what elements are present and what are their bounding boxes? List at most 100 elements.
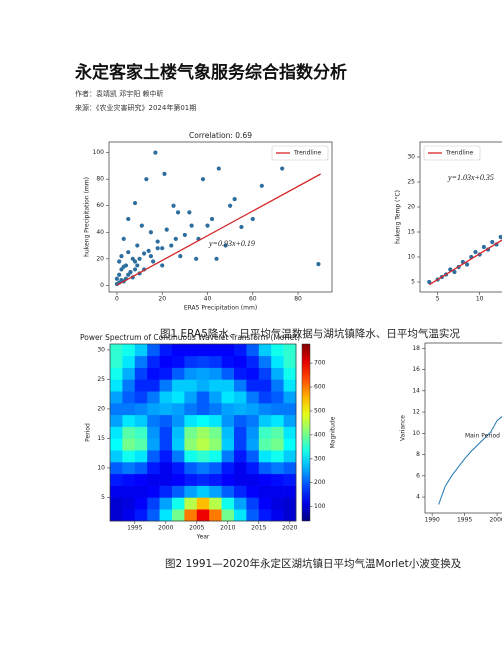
heatmap-cell	[184, 485, 198, 498]
heatmap-cell	[184, 426, 198, 439]
heatmap-cell	[184, 414, 198, 427]
scatter-point	[132, 200, 138, 206]
heatmap-cell	[147, 497, 160, 510]
heatmap-cell	[172, 355, 185, 368]
heatmap-cell	[172, 344, 185, 357]
heatmap-cell	[209, 414, 222, 427]
heatmap-cell	[110, 462, 123, 475]
x-tick-label: 2005	[189, 525, 204, 532]
heatmap-cell	[271, 367, 284, 380]
y-axis-label: hukeng Precipitation (mm)	[84, 177, 91, 257]
heatmap-cell	[283, 473, 297, 486]
heatmap-cell	[184, 367, 198, 380]
heatmap-cell	[110, 391, 123, 404]
heatmap-cell	[209, 379, 222, 392]
figure-caption: 图2 1991—2020年永定区湖坑镇日平均气温Morlet小波变换及	[165, 557, 462, 570]
scatter-point	[250, 216, 255, 222]
y-tick-label: 15	[407, 229, 415, 236]
heatmap-cell	[184, 344, 198, 357]
heatmap-cell	[184, 391, 198, 404]
scatter-point	[209, 216, 215, 222]
heatmap-cell	[234, 344, 247, 357]
heatmap-cell	[283, 414, 297, 427]
scatter-point	[481, 244, 486, 250]
heatmap-cell	[147, 473, 160, 486]
heatmap-cell	[283, 438, 297, 451]
heatmap-cell	[246, 426, 260, 439]
heatmap-cell	[221, 403, 235, 416]
heatmap-cell	[209, 473, 222, 486]
heatmap-cell	[147, 450, 160, 463]
heatmap-cell	[283, 497, 297, 510]
scatter-point	[205, 223, 210, 228]
heatmap-cell	[258, 497, 272, 510]
heatmap-cell	[283, 509, 297, 522]
heatmap-cell	[110, 344, 123, 357]
heatmap-cell	[184, 438, 198, 451]
heatmap-cell	[234, 473, 247, 486]
scatter-point	[162, 171, 167, 176]
legend-box	[423, 145, 481, 161]
scatter-point	[126, 250, 131, 255]
heatmap-cell	[110, 367, 123, 380]
heatmap-cell	[196, 497, 210, 510]
heatmap-cell	[134, 497, 148, 510]
heatmap-cell	[110, 473, 123, 486]
heatmap-cell	[159, 344, 173, 357]
scatter-point	[164, 227, 169, 232]
scatter-point	[153, 150, 158, 155]
figure-caption: 图1 ERA5降水、日平均气温数据与湖坑镇降水、日平均气温实况	[160, 327, 460, 340]
x-tick-label: 2010	[220, 525, 235, 532]
heatmap-cell	[283, 344, 297, 357]
y-tick-label: 10	[412, 430, 420, 437]
heatmap-cell	[184, 355, 198, 368]
scatter-point	[155, 246, 160, 251]
heatmap-cell	[246, 367, 260, 380]
heatmap-cell	[122, 509, 136, 522]
chart-title: Correlation: 0.69	[189, 131, 252, 140]
heatmap-cell	[234, 509, 247, 522]
heatmap-cell	[110, 438, 123, 451]
legend-label: Trendline	[445, 150, 474, 157]
heatmap-cell	[134, 509, 148, 522]
scatter-point	[141, 251, 147, 256]
y-axis-label: Variance	[400, 415, 407, 441]
heatmap-cell	[271, 473, 284, 486]
heatmap-cell	[196, 450, 210, 463]
heatmap-cell	[147, 403, 160, 416]
y-tick-label: 20	[97, 405, 105, 412]
heatmap-cell	[258, 414, 272, 427]
scatter-point	[452, 269, 457, 275]
authors: 作者：袁靖凯 邓宇阳 赖中昕	[75, 89, 163, 98]
heatmap-cell	[196, 473, 210, 486]
heatmap-cell	[159, 403, 173, 416]
heatmap-cell	[110, 497, 123, 510]
x-tick-label: 2015	[251, 525, 266, 532]
heatmap-cell	[134, 391, 148, 404]
scatter-point	[189, 223, 194, 228]
scatter-point	[216, 166, 221, 171]
heatmap-cell	[184, 473, 198, 486]
heatmap-cell	[172, 426, 185, 439]
heatmap-cell	[221, 367, 235, 380]
y-tick-label: 100	[93, 149, 105, 156]
heatmap-cell	[209, 426, 222, 439]
heatmap-cell	[122, 414, 136, 427]
heatmap-cell	[122, 391, 136, 404]
heatmap-cell	[234, 403, 247, 416]
heatmap-cell	[122, 450, 136, 463]
heatmap-cell	[110, 379, 123, 392]
heatmap-cell	[258, 367, 272, 380]
y-axis-label: hukeng Temp (°C)	[395, 190, 402, 244]
heatmap-cell	[234, 462, 247, 475]
heatmap-cell	[147, 379, 160, 392]
scatter-point	[144, 177, 149, 182]
y-tick-label: 60	[96, 202, 104, 209]
x-tick-label: 20	[158, 296, 166, 303]
heatmap-cell	[209, 485, 222, 498]
trend-equation: y=1.03x+0.35	[447, 173, 494, 182]
y-tick-label: 16	[412, 366, 420, 373]
heatmap-cell	[246, 509, 260, 522]
heatmap-cell	[271, 355, 284, 368]
heatmap-cell	[172, 403, 185, 416]
